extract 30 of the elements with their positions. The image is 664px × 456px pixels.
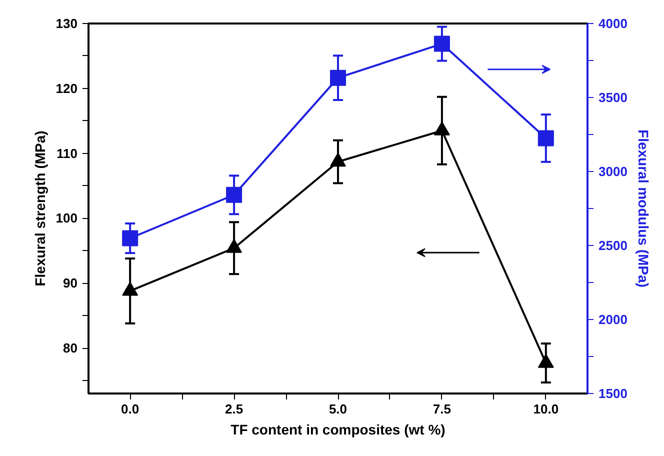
y2-tick-label: 2500 [598,238,628,253]
y-tick-label: 120 [56,80,78,96]
point [122,230,138,246]
y-tick-label: 130 [56,16,78,31]
y2-tick-label: 3000 [598,164,628,179]
y2-axis-title: Flexural modulus (MPa) [635,130,652,288]
x-tick-label: 2.5 [225,402,244,416]
point [122,282,138,296]
point [330,70,346,86]
point [538,130,554,146]
y-axis-title: Flexural strength (MPa) [32,130,48,286]
y2-tick-label: 1500 [598,386,628,401]
y-tick-label: 80 [63,340,78,356]
point [434,36,450,52]
point [538,354,554,368]
y-tick-label: 110 [56,146,78,161]
y-tick-label: 100 [56,210,78,226]
point [434,121,450,136]
x-tick-label: 5.0 [328,402,348,416]
point [330,152,346,167]
point [226,186,242,203]
y2-tick-label: 3500 [598,90,628,105]
y2-tick-label: 2000 [598,312,628,327]
x-tick-label: 10.0 [533,402,559,416]
y-tick-label: 90 [63,276,78,291]
y2-tick-label: 4000 [598,16,628,31]
x-tick-label: 0.0 [121,402,140,416]
point [226,238,242,253]
x-axis-title: TF content in composites (wt %) [230,422,446,438]
x-tick-label: 7.5 [432,402,451,416]
